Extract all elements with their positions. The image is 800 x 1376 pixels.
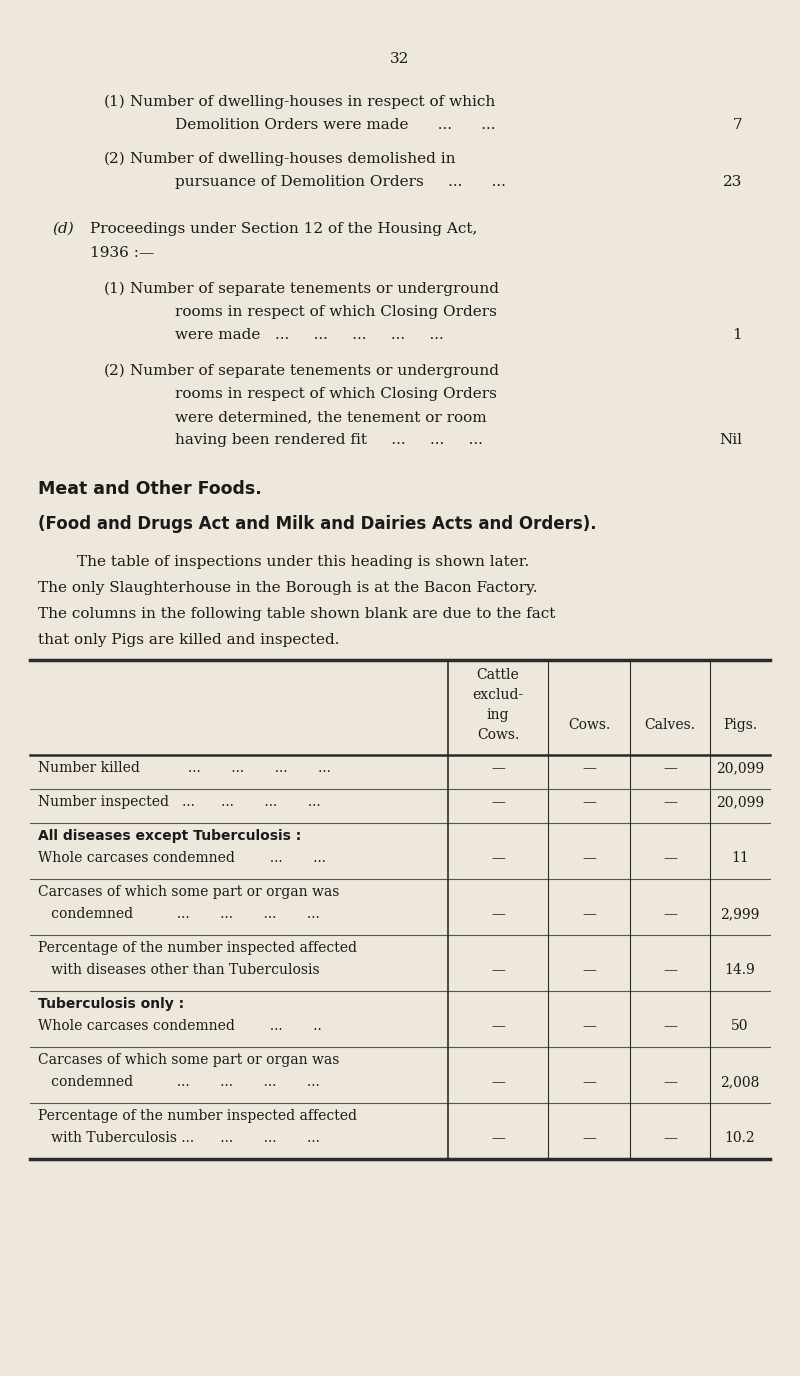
- Text: The columns in the following table shown blank are due to the fact: The columns in the following table shown…: [38, 607, 555, 621]
- Text: 20,099: 20,099: [716, 795, 764, 809]
- Text: Tuberculosis only :: Tuberculosis only :: [38, 998, 184, 1011]
- Text: —: —: [491, 1075, 505, 1088]
- Text: Whole carcases condemned        ...       ...: Whole carcases condemned ... ...: [38, 850, 326, 866]
- Text: with diseases other than Tuberculosis: with diseases other than Tuberculosis: [38, 963, 320, 977]
- Text: —: —: [582, 850, 596, 866]
- Text: Pigs.: Pigs.: [723, 718, 757, 732]
- Text: 32: 32: [390, 52, 410, 66]
- Text: Cows.: Cows.: [477, 728, 519, 742]
- Text: —: —: [582, 1075, 596, 1088]
- Text: All diseases except Tuberculosis :: All diseases except Tuberculosis :: [38, 828, 302, 843]
- Text: 1: 1: [732, 327, 742, 343]
- Text: Demolition Orders were made      ...      ...: Demolition Orders were made ... ...: [175, 118, 495, 132]
- Text: exclud-: exclud-: [472, 688, 524, 702]
- Text: —: —: [663, 1020, 677, 1033]
- Text: 50: 50: [731, 1020, 749, 1033]
- Text: with Tuberculosis ...      ...       ...       ...: with Tuberculosis ... ... ... ...: [38, 1131, 320, 1145]
- Text: (1): (1): [104, 282, 126, 296]
- Text: Number of separate tenements or underground: Number of separate tenements or undergro…: [130, 365, 499, 378]
- Text: Cattle: Cattle: [477, 667, 519, 682]
- Text: Number inspected   ...      ...       ...       ...: Number inspected ... ... ... ...: [38, 795, 321, 809]
- Text: 20,099: 20,099: [716, 761, 764, 775]
- Text: —: —: [663, 963, 677, 977]
- Text: —: —: [663, 795, 677, 809]
- Text: 7: 7: [732, 118, 742, 132]
- Text: rooms in respect of which Closing Orders: rooms in respect of which Closing Orders: [175, 387, 497, 400]
- Text: Calves.: Calves.: [645, 718, 695, 732]
- Text: Proceedings under Section 12 of the Housing Act,: Proceedings under Section 12 of the Hous…: [90, 222, 478, 237]
- Text: Carcases of which some part or organ was: Carcases of which some part or organ was: [38, 1053, 339, 1066]
- Text: Percentage of the number inspected affected: Percentage of the number inspected affec…: [38, 1109, 357, 1123]
- Text: Nil: Nil: [719, 433, 742, 447]
- Text: were made   ...     ...     ...     ...     ...: were made ... ... ... ... ...: [175, 327, 444, 343]
- Text: (2): (2): [104, 151, 126, 166]
- Text: —: —: [491, 1131, 505, 1145]
- Text: —: —: [582, 1131, 596, 1145]
- Text: condemned          ...       ...       ...       ...: condemned ... ... ... ...: [38, 907, 320, 921]
- Text: —: —: [491, 1020, 505, 1033]
- Text: having been rendered fit     ...     ...     ...: having been rendered fit ... ... ...: [175, 433, 483, 447]
- Text: —: —: [491, 795, 505, 809]
- Text: (1): (1): [104, 95, 126, 109]
- Text: —: —: [491, 907, 505, 921]
- Text: 11: 11: [731, 850, 749, 866]
- Text: Meat and Other Foods.: Meat and Other Foods.: [38, 480, 262, 498]
- Text: (Food and Drugs Act and Milk and Dairies Acts and Orders).: (Food and Drugs Act and Milk and Dairies…: [38, 515, 597, 533]
- Text: —: —: [663, 761, 677, 775]
- Text: Percentage of the number inspected affected: Percentage of the number inspected affec…: [38, 941, 357, 955]
- Text: —: —: [663, 1131, 677, 1145]
- Text: Cows.: Cows.: [568, 718, 610, 732]
- Text: pursuance of Demolition Orders     ...      ...: pursuance of Demolition Orders ... ...: [175, 175, 506, 189]
- Text: were determined, the tenement or room: were determined, the tenement or room: [175, 410, 486, 424]
- Text: that only Pigs are killed and inspected.: that only Pigs are killed and inspected.: [38, 633, 339, 647]
- Text: 10.2: 10.2: [725, 1131, 755, 1145]
- Text: —: —: [663, 850, 677, 866]
- Text: —: —: [582, 963, 596, 977]
- Text: Number of dwelling-houses in respect of which: Number of dwelling-houses in respect of …: [130, 95, 495, 109]
- Text: condemned          ...       ...       ...       ...: condemned ... ... ... ...: [38, 1075, 320, 1088]
- Text: —: —: [491, 761, 505, 775]
- Text: (d): (d): [52, 222, 74, 237]
- Text: The table of inspections under this heading is shown later.: The table of inspections under this head…: [38, 555, 530, 570]
- Text: 14.9: 14.9: [725, 963, 755, 977]
- Text: —: —: [491, 850, 505, 866]
- Text: —: —: [663, 1075, 677, 1088]
- Text: Number killed           ...       ...       ...       ...: Number killed ... ... ... ...: [38, 761, 331, 775]
- Text: rooms in respect of which Closing Orders: rooms in respect of which Closing Orders: [175, 305, 497, 319]
- Text: 2,999: 2,999: [720, 907, 760, 921]
- Text: —: —: [582, 761, 596, 775]
- Text: (2): (2): [104, 365, 126, 378]
- Text: —: —: [582, 795, 596, 809]
- Text: Carcases of which some part or organ was: Carcases of which some part or organ was: [38, 885, 339, 899]
- Text: —: —: [582, 1020, 596, 1033]
- Text: —: —: [491, 963, 505, 977]
- Text: Whole carcases condemned        ...       ..: Whole carcases condemned ... ..: [38, 1020, 322, 1033]
- Text: —: —: [582, 907, 596, 921]
- Text: 2,008: 2,008: [720, 1075, 760, 1088]
- Text: —: —: [663, 907, 677, 921]
- Text: 23: 23: [722, 175, 742, 189]
- Text: Number of dwelling-houses demolished in: Number of dwelling-houses demolished in: [130, 151, 455, 166]
- Text: Number of separate tenements or underground: Number of separate tenements or undergro…: [130, 282, 499, 296]
- Text: 1936 :—: 1936 :—: [90, 246, 154, 260]
- Text: ing: ing: [486, 709, 510, 722]
- Text: The only Slaughterhouse in the Borough is at the Bacon Factory.: The only Slaughterhouse in the Borough i…: [38, 581, 538, 594]
